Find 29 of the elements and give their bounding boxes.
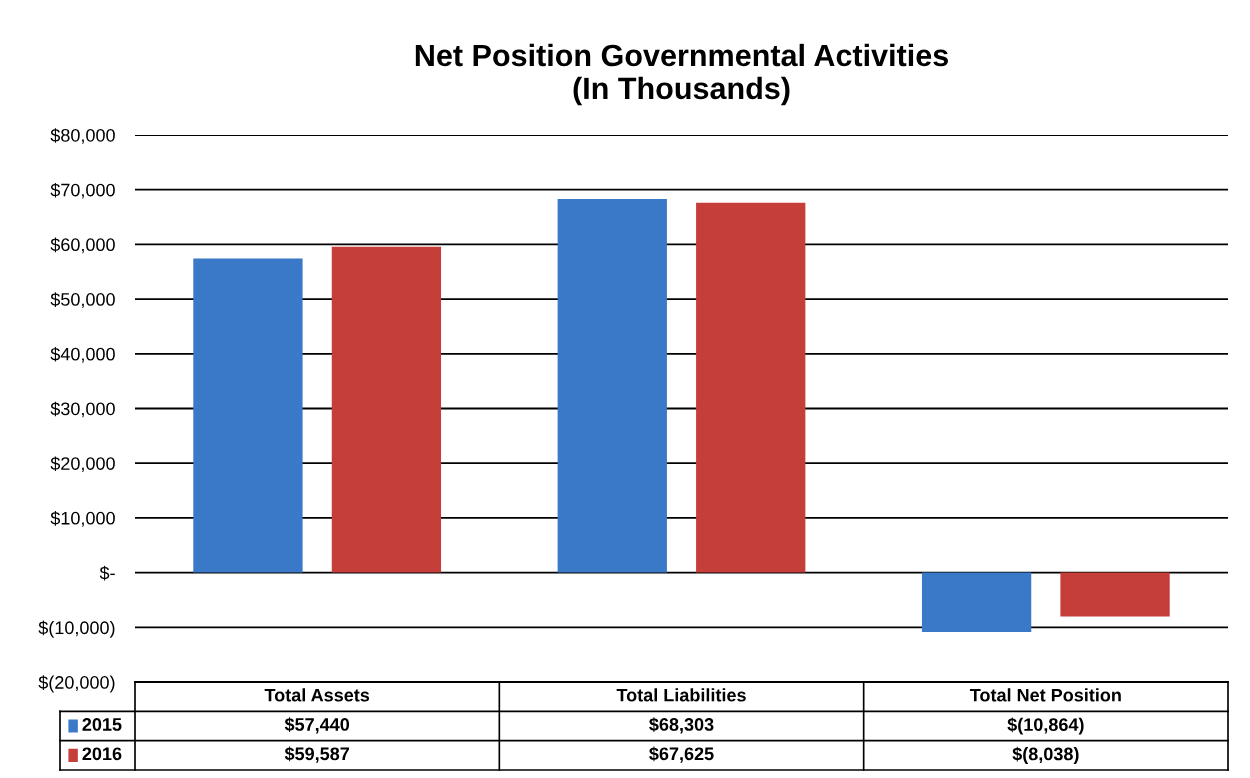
y-tick-label: $50,000 bbox=[50, 292, 115, 308]
bar bbox=[921, 572, 1032, 633]
y-tick-label: $(20,000) bbox=[38, 675, 115, 693]
bar bbox=[193, 258, 303, 573]
bar bbox=[557, 198, 667, 573]
y-tick-label: $70,000 bbox=[50, 182, 115, 199]
bar bbox=[331, 246, 442, 573]
y-tick-label: $30,000 bbox=[50, 401, 115, 418]
y-tick-label: $10,000 bbox=[50, 511, 115, 527]
y-tick-label: $40,000 bbox=[50, 346, 115, 363]
x-tick-label: Total Assets bbox=[264, 688, 370, 702]
x-tick-label: Total Net Position bbox=[969, 688, 1121, 702]
y-tick-label: $60,000 bbox=[50, 237, 115, 254]
chart-title: Net Position Governmental Activities (In Thousands) bbox=[415, 43, 948, 106]
data-label: $(10,864) bbox=[1007, 717, 1084, 735]
bar bbox=[696, 202, 806, 573]
data-label: $(8,038) bbox=[1012, 746, 1079, 764]
legend-label: 2015 bbox=[82, 718, 122, 731]
data-label: $59,587 bbox=[284, 746, 350, 763]
y-tick-label: $80,000 bbox=[50, 128, 115, 144]
y-tick-label: $(10,000) bbox=[38, 620, 115, 638]
x-tick-label: Total Liabilities bbox=[616, 688, 746, 702]
y-tick-label: $20,000 bbox=[50, 456, 115, 473]
data-label: $68,303 bbox=[649, 717, 714, 734]
data-label: $57,440 bbox=[284, 717, 350, 734]
y-tick-label: $- bbox=[99, 565, 115, 581]
legend-label: 2016 bbox=[82, 747, 122, 761]
bar bbox=[1060, 572, 1170, 617]
data-label: $67,625 bbox=[649, 746, 714, 763]
